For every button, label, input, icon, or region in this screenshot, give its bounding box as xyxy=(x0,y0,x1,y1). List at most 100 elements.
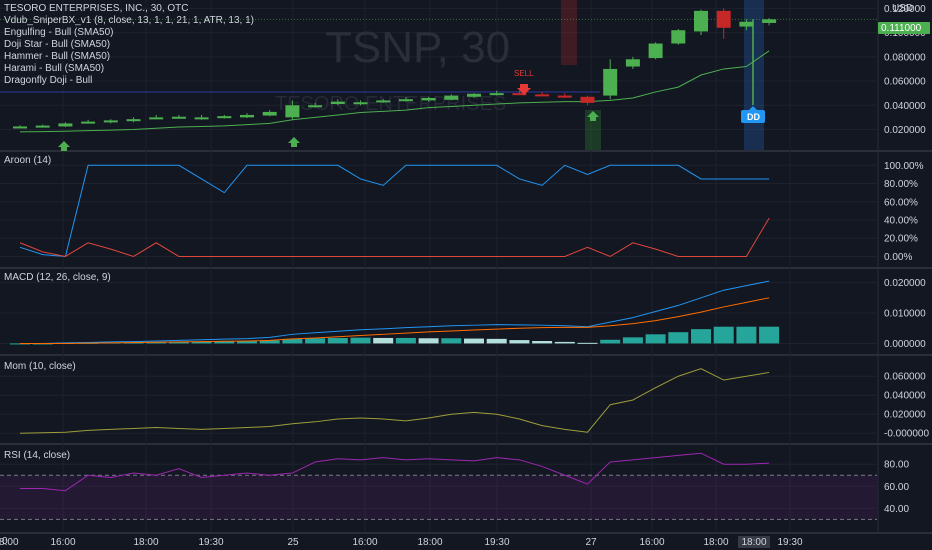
corner-label: 0 xyxy=(2,536,8,547)
y-tick-label: 60.00 xyxy=(884,482,909,493)
rsi-pane xyxy=(0,452,877,520)
candle xyxy=(308,105,323,108)
y-tick-label: 100.00% xyxy=(884,161,924,172)
time-axis: 18:00 16:00 18:00 19:30 25 16:00 18:00 19:30 27 1… xyxy=(0,536,803,548)
candle xyxy=(353,102,368,105)
price-axes: 0.1200000.1000000.0800000.0600000.040000… xyxy=(884,4,929,515)
candle xyxy=(739,21,754,27)
dd-label: DD xyxy=(747,112,760,122)
moving-average-line xyxy=(19,50,770,133)
macd-histogram-bar xyxy=(418,338,439,344)
candle xyxy=(285,105,300,118)
macd-histogram-bar xyxy=(282,338,303,344)
sell-label: SELL xyxy=(514,69,534,78)
crosshair-time-box xyxy=(738,536,770,548)
x-tick-label: 16:00 xyxy=(352,537,377,548)
candle xyxy=(103,120,118,123)
x-tick-label: 19:30 xyxy=(484,537,509,548)
macd-histogram-bar xyxy=(600,339,621,344)
buy-arrow-icon xyxy=(58,141,70,151)
macd-histogram-bar xyxy=(305,338,326,344)
y-tick-label: 0.040000 xyxy=(884,101,926,112)
macd-histogram-bar xyxy=(736,326,757,344)
watermark: TSNP, 30 TESORO ENTERPRISES xyxy=(275,23,510,115)
aroon-pane xyxy=(19,164,770,257)
macd-histogram-bar xyxy=(259,340,280,344)
x-tick-label: 19:30 xyxy=(198,537,223,548)
x-tick-label: 16:00 xyxy=(50,537,75,548)
candle xyxy=(58,123,73,127)
candle xyxy=(625,59,640,67)
symbol-title: TESORO ENTERPRISES, INC., 30, OTC xyxy=(4,3,188,14)
crosshair-time-label: 18:00 xyxy=(741,537,766,548)
buy-arrow-icon xyxy=(587,111,599,121)
aroon-title: Aroon (14) xyxy=(4,155,51,166)
candle xyxy=(35,125,50,128)
macd-histogram-bar xyxy=(395,337,416,344)
candle xyxy=(467,93,481,97)
rsi-title: RSI (14, close) xyxy=(4,450,70,461)
rsi-line xyxy=(20,452,770,492)
indicator-label-5: Harami - Bull (SMA50) xyxy=(4,63,104,74)
candle xyxy=(421,98,436,101)
candle xyxy=(376,100,391,103)
candle xyxy=(240,114,254,118)
macd-histogram-bar xyxy=(554,341,575,344)
y-tick-label: 40.00% xyxy=(884,215,918,226)
y-tick-label: 0.080000 xyxy=(884,52,926,63)
candle xyxy=(716,10,731,28)
y-tick-label: 80.00% xyxy=(884,179,918,190)
macd-histogram-bar xyxy=(441,338,462,344)
indicator-label-2: Engulfing - Bull (SMA50) xyxy=(4,27,114,38)
mom-title: Mom (10, close) xyxy=(4,361,76,372)
y-tick-label: 0.020000 xyxy=(884,278,926,289)
x-tick-label: 18:00 xyxy=(0,537,19,548)
price-pane xyxy=(0,8,877,151)
y-tick-label: 0.020000 xyxy=(884,410,926,421)
y-tick-label: 0.000000 xyxy=(884,339,926,350)
candle xyxy=(671,30,686,44)
indicator-label-4: Hammer - Bull (SMA50) xyxy=(4,51,110,62)
signal-line xyxy=(20,297,770,344)
candle xyxy=(603,68,618,96)
macd-histogram-bar xyxy=(622,337,643,344)
macd-pane xyxy=(10,280,780,345)
x-tick-label: 18:00 xyxy=(417,537,442,548)
macd-histogram-bar xyxy=(214,341,235,344)
macd-histogram-bar xyxy=(509,340,530,344)
macd-histogram-bar xyxy=(691,329,711,344)
y-tick-label: 40.00 xyxy=(884,504,909,515)
buy-highlight xyxy=(585,110,601,150)
candle xyxy=(126,119,141,122)
last-price-tag xyxy=(878,22,930,34)
macd-histogram-bar xyxy=(373,337,394,344)
macd-histogram-bar xyxy=(645,334,666,344)
candle xyxy=(171,116,186,119)
candle xyxy=(330,101,345,105)
rsi-band xyxy=(0,475,877,520)
y-tick-label: 0.040000 xyxy=(884,391,926,402)
macd-histogram-bar xyxy=(713,326,734,344)
macd-histogram-bar xyxy=(327,337,348,344)
candle xyxy=(648,43,663,59)
y-tick-label: 0.020000 xyxy=(884,125,926,136)
macd-histogram-bar xyxy=(577,342,598,344)
candle xyxy=(694,10,708,32)
macd-histogram-bar xyxy=(532,341,553,344)
x-tick-label: 25 xyxy=(287,537,299,548)
x-tick-label: 19:30 xyxy=(777,537,802,548)
candle xyxy=(489,93,504,96)
candle xyxy=(512,93,527,96)
macd-title: MACD (12, 26, close, 9) xyxy=(4,272,111,283)
y-tick-label: 20.00% xyxy=(884,234,918,245)
macd-histogram-bar xyxy=(168,341,189,344)
candle xyxy=(535,94,550,97)
candle xyxy=(81,121,96,124)
legend: TESORO ENTERPRISES, INC., 30, OTC Vdub_S… xyxy=(4,3,254,461)
macd-line xyxy=(20,280,770,344)
indicator-label-6: Dragonfly Doji - Bull xyxy=(4,75,92,86)
y-tick-label: 0.010000 xyxy=(884,309,926,320)
macd-histogram-bar xyxy=(668,332,689,344)
y-tick-label: 60.00% xyxy=(884,197,918,208)
